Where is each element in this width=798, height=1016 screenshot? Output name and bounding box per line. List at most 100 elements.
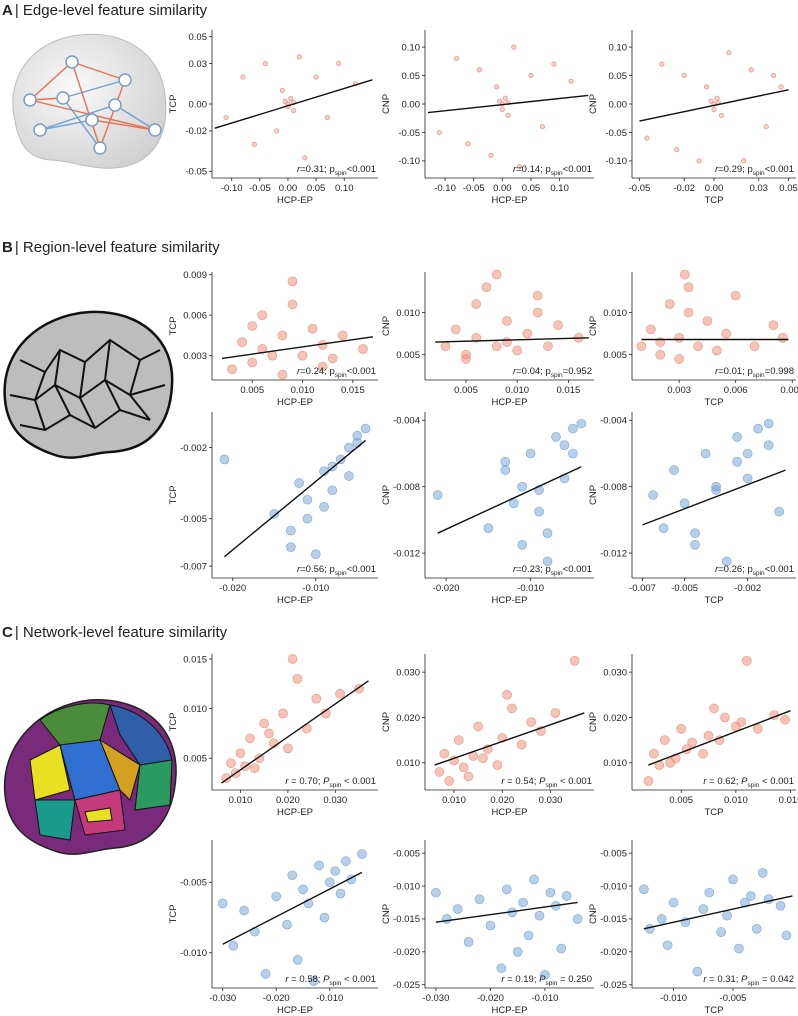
point bbox=[302, 155, 308, 161]
point bbox=[771, 73, 777, 79]
point bbox=[496, 963, 507, 974]
y-axis-title: TCP bbox=[168, 905, 179, 924]
point bbox=[532, 307, 543, 318]
point bbox=[720, 712, 730, 723]
annotation-part: < 0.001 bbox=[759, 776, 794, 787]
x-tick-label: 0.020 bbox=[276, 795, 300, 806]
correlation-annotation: r=0.14; pspin<0.001 bbox=[513, 164, 592, 177]
brain-parcellation-illustration bbox=[3, 310, 174, 459]
annotation-part: P bbox=[323, 974, 330, 985]
scatter-panel: -0.020 -0.010 -0.012 -0.008 -0.004 HCP-EP CNP r… bbox=[381, 412, 594, 606]
point bbox=[335, 888, 346, 899]
point bbox=[500, 456, 511, 467]
point bbox=[496, 98, 502, 104]
annotation-part: spin bbox=[545, 980, 557, 987]
point bbox=[302, 513, 313, 524]
x-tick-label: -0.020 bbox=[477, 993, 504, 1004]
annotation-part: =0.952 bbox=[563, 366, 592, 377]
point bbox=[768, 320, 779, 330]
section-heading: C | Network-level feature similarity bbox=[2, 624, 228, 641]
annotation-part: r bbox=[715, 366, 719, 377]
scatter-panel: -0.007 -0.005 -0.002 -0.012 -0.008 -0.004 TCP C… bbox=[588, 412, 796, 606]
x-tick-label: 0.030 bbox=[323, 795, 347, 806]
point bbox=[746, 891, 756, 901]
annotation-part: r bbox=[285, 974, 289, 985]
point bbox=[716, 927, 726, 937]
point bbox=[262, 61, 268, 67]
x-tick-label: -0.05 bbox=[249, 183, 271, 194]
y-axis-title: TCP bbox=[168, 95, 179, 114]
correlation-annotation: r = 0.19; Pspin = 0.250 bbox=[501, 974, 592, 987]
annotation-part: <0.001 bbox=[347, 366, 376, 377]
point bbox=[711, 107, 717, 113]
point bbox=[693, 341, 703, 352]
x-axis-title: HCP-EP bbox=[277, 807, 313, 818]
correlation-annotation: r=0.24; pspin<0.001 bbox=[297, 366, 376, 379]
x-tick-label: -0.010 bbox=[302, 583, 329, 594]
x-axis-title: HCP-EP bbox=[277, 397, 313, 408]
y-tick-label: 0.009 bbox=[183, 270, 207, 281]
x-tick-label: 0.030 bbox=[539, 795, 563, 806]
point bbox=[327, 353, 338, 364]
point bbox=[494, 84, 500, 90]
y-tick-label: -0.008 bbox=[393, 482, 420, 493]
point bbox=[732, 432, 742, 442]
point bbox=[283, 743, 293, 754]
point bbox=[763, 418, 774, 429]
x-tick-label: -0.010 bbox=[316, 993, 343, 1004]
y-axis-title: CNP bbox=[381, 712, 392, 732]
annotation-part: r bbox=[703, 974, 707, 985]
annotation-part: =0.998 bbox=[765, 366, 794, 377]
point bbox=[313, 74, 319, 80]
point bbox=[704, 887, 715, 898]
y-tick-label: -0.010 bbox=[393, 881, 420, 892]
point bbox=[752, 723, 763, 734]
x-axis-title: TCP bbox=[705, 397, 724, 408]
point bbox=[714, 95, 720, 101]
point bbox=[491, 341, 502, 352]
x-tick-label: -0.010 bbox=[660, 993, 687, 1004]
point bbox=[568, 78, 574, 84]
x-tick-label: 0.003 bbox=[667, 385, 691, 396]
point bbox=[511, 44, 517, 50]
y-tick-label: -0.012 bbox=[393, 548, 420, 559]
point bbox=[517, 481, 527, 492]
point bbox=[517, 164, 523, 170]
point bbox=[542, 528, 553, 538]
x-tick-label: 0.010 bbox=[229, 795, 253, 806]
annotation-part: spin bbox=[545, 782, 557, 789]
x-tick-label: -0.05 bbox=[629, 183, 651, 194]
x-tick-label: 0.009 bbox=[780, 385, 798, 396]
point bbox=[483, 523, 494, 534]
fit-line bbox=[222, 871, 363, 945]
annotation-part: spin bbox=[551, 372, 563, 379]
fit-line bbox=[221, 680, 369, 784]
section-letter: B bbox=[2, 239, 13, 256]
point bbox=[274, 128, 280, 134]
y-tick-label: -0.012 bbox=[600, 548, 627, 559]
point bbox=[749, 341, 760, 352]
point bbox=[217, 898, 228, 909]
point bbox=[453, 735, 464, 745]
section-heading: A | Edge-level feature similarity bbox=[2, 2, 208, 19]
point bbox=[245, 733, 255, 744]
annotation-part: r bbox=[703, 776, 707, 787]
point bbox=[500, 465, 511, 475]
point bbox=[463, 937, 474, 947]
point bbox=[525, 448, 536, 459]
scatter-panel: -0.020 -0.010 -0.007 -0.005 -0.002 HCP-EP TCP r… bbox=[168, 412, 378, 606]
annotation-part: = 0.19; bbox=[505, 974, 540, 985]
annotation-part: spin bbox=[335, 170, 347, 177]
point bbox=[335, 454, 346, 465]
point bbox=[736, 717, 747, 727]
annotation-part: =0.04; p bbox=[516, 366, 551, 377]
point bbox=[741, 655, 752, 666]
point bbox=[311, 693, 322, 704]
annotation-part: =0.24; p bbox=[300, 366, 335, 377]
point bbox=[450, 324, 461, 335]
point bbox=[708, 98, 714, 104]
point bbox=[282, 98, 288, 104]
section-title: | Region-level feature similarity bbox=[15, 239, 220, 256]
scatter-panel: 0.005 0.010 0.015 0.003 0.006 0.009 HCP-EP TCP r… bbox=[168, 270, 378, 408]
